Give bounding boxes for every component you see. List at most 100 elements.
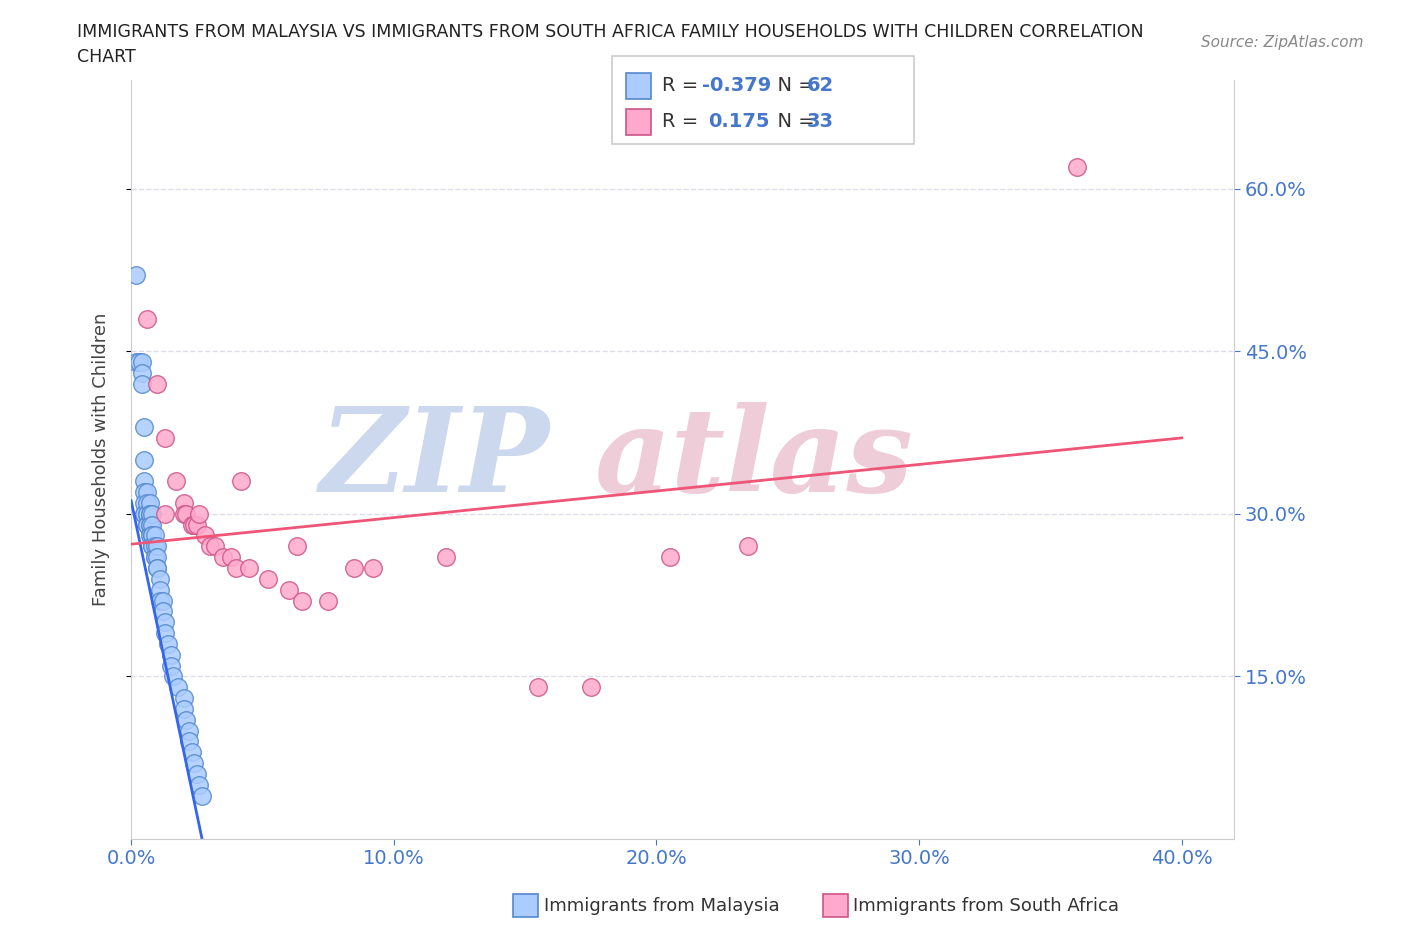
Point [141,538,163,553]
Point [135,496,157,511]
Text: atlas: atlas [595,402,914,517]
Point [134,496,156,511]
Point [152,604,174,618]
Point [131,354,153,369]
Point [146,561,169,576]
Point [141,528,163,543]
Point [180,517,202,532]
Point [155,626,177,641]
Point [146,550,169,565]
Text: -0.379: -0.379 [702,76,770,95]
Point [149,582,172,597]
Point [141,538,163,553]
Point [186,517,208,532]
Point [149,593,172,608]
Point [167,680,190,695]
Point [128,354,150,369]
Point [188,777,211,792]
Point [159,658,181,673]
Point [141,517,163,532]
Point [155,615,177,630]
Point [146,377,169,392]
Point [177,724,200,738]
Point [135,517,157,532]
Text: IMMIGRANTS FROM MALAYSIA VS IMMIGRANTS FROM SOUTH AFRICA FAMILY HOUSEHOLDS WITH : IMMIGRANTS FROM MALAYSIA VS IMMIGRANTS F… [77,23,1144,41]
Point [134,474,156,489]
Point [316,593,339,608]
Point [135,506,157,521]
Point [277,582,299,597]
Point [135,517,157,532]
Point [361,561,384,576]
Text: N =: N = [765,113,821,131]
Point [291,593,314,608]
Text: R =: R = [662,113,704,131]
Point [176,712,198,727]
Point [176,506,198,521]
Text: 33: 33 [807,113,834,131]
Text: 0.175: 0.175 [709,113,770,131]
Point [134,452,156,467]
Point [125,354,148,369]
Point [173,691,195,706]
Point [658,550,681,565]
Point [186,766,208,781]
Text: Immigrants from South Africa: Immigrants from South Africa [853,897,1119,915]
Point [579,680,602,695]
Point [198,538,221,553]
Point [434,550,457,565]
Point [134,506,156,521]
Point [138,528,160,543]
Y-axis label: Family Households with Children: Family Households with Children [93,312,110,606]
Point [527,680,550,695]
Point [256,571,278,586]
Text: Source: ZipAtlas.com: Source: ZipAtlas.com [1201,35,1364,50]
Point [143,528,166,543]
Point [143,550,166,565]
Point [225,561,247,576]
Point [135,506,157,521]
Point [155,431,177,445]
Point [159,647,181,662]
Point [238,561,260,576]
Text: 62: 62 [807,76,834,95]
Point [165,474,187,489]
Point [134,506,156,521]
Point [156,636,179,651]
Point [138,506,160,521]
Point [219,550,242,565]
Point [204,538,226,553]
Point [173,506,195,521]
Point [143,550,166,565]
Text: Immigrants from Malaysia: Immigrants from Malaysia [544,897,780,915]
Point [138,517,160,532]
Point [135,312,157,326]
Text: ZIP: ZIP [321,402,550,517]
Point [131,365,153,380]
Point [138,517,160,532]
Point [146,538,169,553]
Point [141,506,163,521]
Point [188,506,211,521]
Point [191,789,214,804]
Point [737,538,759,553]
Point [177,734,200,749]
Point [134,485,156,499]
Point [343,561,366,576]
Point [173,701,195,716]
Point [138,506,160,521]
Point [138,528,160,543]
Point [231,474,253,489]
Point [143,538,166,553]
Point [152,593,174,608]
Point [194,528,217,543]
Point [131,377,153,392]
Point [285,538,308,553]
Point [173,496,195,511]
Text: R =: R = [662,76,704,95]
Point [183,517,205,532]
Point [162,669,184,684]
Point [135,485,157,499]
Text: CHART: CHART [77,48,136,66]
Point [125,268,148,283]
